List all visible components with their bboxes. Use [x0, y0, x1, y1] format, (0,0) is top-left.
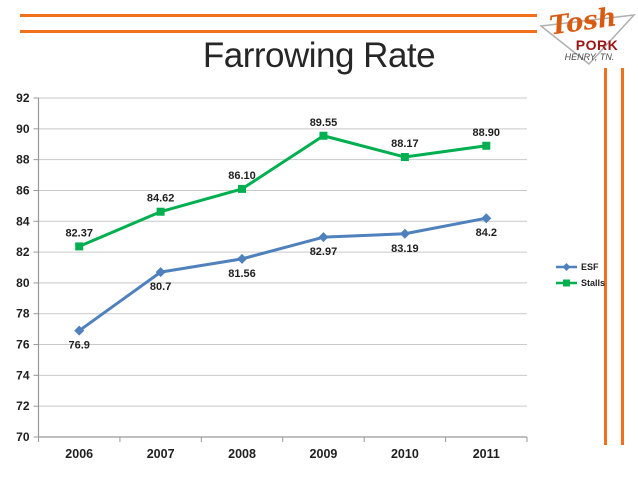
tosh-pork-logo: Tosh PORK HENRY, TN.	[539, 2, 636, 66]
data-label-stalls: 82.37	[65, 227, 93, 239]
right-accent-line-2	[621, 68, 624, 445]
data-label-esf: 80.7	[150, 281, 171, 293]
data-point-marker-stalls	[319, 131, 328, 140]
y-axis-tick-label: 76	[16, 338, 30, 352]
y-axis-tick-label: 78	[16, 307, 30, 321]
y-axis-tick-label: 70	[16, 430, 30, 444]
data-point-marker-stalls	[400, 153, 409, 162]
data-label-esf: 83.19	[391, 243, 419, 255]
data-label-stalls: 89.55	[310, 117, 338, 129]
data-label-stalls: 88.17	[391, 138, 419, 150]
legend-label-stalls: Stalls	[581, 278, 605, 288]
data-point-marker-esf	[237, 253, 248, 264]
data-label-stalls: 88.90	[473, 127, 501, 139]
series-line-esf	[77, 216, 488, 333]
y-axis-tick-label: 72	[16, 399, 30, 413]
top-accent-line-1	[20, 14, 537, 17]
logo-brand-text: Tosh	[548, 2, 619, 41]
series-line-stalls	[77, 134, 488, 248]
y-axis-tick-label: 74	[16, 368, 30, 382]
y-axis-tick-label: 92	[16, 91, 30, 105]
logo-triangle-shape	[539, 14, 636, 66]
data-point-marker-esf	[481, 213, 492, 224]
top-accent-line-2	[20, 30, 537, 33]
legend-marker-square	[563, 279, 570, 287]
data-point-marker-esf	[155, 267, 166, 278]
logo-location-text: HENRY, TN.	[565, 52, 615, 62]
data-label-esf: 82.97	[310, 246, 338, 258]
data-point-marker-stalls	[156, 207, 165, 216]
legend-marker-diamond	[562, 263, 571, 271]
data-label-stalls: 84.62	[147, 193, 175, 205]
data-point-marker-esf	[318, 232, 329, 243]
logo-subbrand-text: PORK	[576, 37, 618, 53]
y-axis-tick-label: 82	[16, 245, 30, 259]
data-point-marker-stalls	[482, 141, 491, 150]
x-axis-tick-label: 2009	[310, 447, 338, 461]
data-label-esf: 81.56	[228, 268, 256, 280]
x-axis-tick-label: 2008	[228, 447, 256, 461]
data-point-marker-stalls	[75, 242, 84, 251]
data-point-marker-esf	[399, 228, 410, 239]
x-axis-tick-label: 2006	[65, 447, 93, 461]
legend-label-esf: ESF	[581, 262, 599, 272]
y-axis-tick-label: 80	[16, 276, 30, 290]
data-label-esf: 84.2	[476, 227, 497, 239]
right-accent-line-1	[604, 68, 607, 445]
y-axis-tick-label: 88	[16, 153, 30, 167]
data-label-esf: 76.9	[68, 340, 89, 352]
page-title: Farrowing Rate	[202, 36, 436, 75]
data-point-marker-esf	[74, 325, 85, 336]
x-axis-tick-label: 2007	[147, 447, 175, 461]
x-axis-tick-label: 2010	[391, 447, 419, 461]
y-axis-tick-label: 84	[16, 214, 30, 228]
y-axis-tick-label: 86	[16, 183, 30, 197]
data-label-stalls: 86.10	[228, 170, 256, 182]
y-axis-tick-label: 90	[16, 122, 30, 136]
data-point-marker-stalls	[238, 184, 247, 193]
x-axis-tick-label: 2011	[473, 447, 500, 461]
